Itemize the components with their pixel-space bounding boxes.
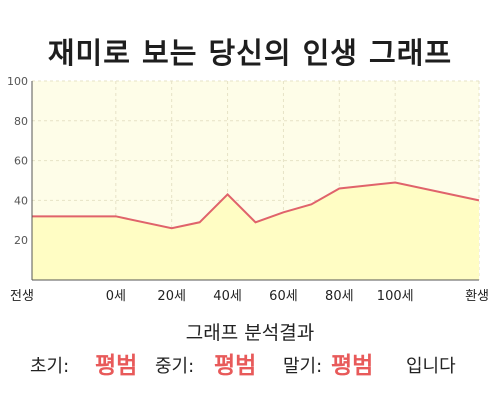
- result-summary: 초기: 평범 중기: 평범 말기: 평범 입니다: [0, 346, 500, 380]
- x-tick-label: 20세: [157, 289, 186, 304]
- mid-value: 평범: [214, 353, 257, 379]
- x-tick-label: 80세: [325, 289, 354, 304]
- x-tick-label: 환생: [465, 289, 489, 304]
- x-tick-label: 60세: [269, 289, 298, 304]
- x-tick-label: 0세: [106, 289, 126, 304]
- result-title: 그래프 분석결과: [185, 322, 315, 344]
- x-tick-label: 전생: [10, 289, 34, 304]
- page-title: 재미로 보는 당신의 인생 그래프: [47, 36, 453, 70]
- early-value: 평범: [95, 353, 138, 379]
- life-graph-chart: 20 40 60 80 100 전생 0세 20세 40세 60세 80세 100세 환생: [7, 75, 489, 304]
- x-tick-label: 100세: [377, 289, 414, 304]
- area-fill: [32, 182, 479, 280]
- series-line: [32, 181, 480, 230]
- y-tick-label: 20: [14, 234, 28, 247]
- late-label: 말기:: [283, 356, 323, 377]
- y-tick-label: 80: [14, 115, 28, 128]
- mid-label: 중기:: [155, 356, 195, 377]
- y-tick-label: 40: [14, 194, 28, 207]
- y-tick-label: 60: [14, 155, 28, 168]
- late-value: 평범: [331, 353, 374, 379]
- x-tick-label: 40세: [213, 289, 242, 304]
- early-label: 초기:: [30, 356, 70, 377]
- result-suffix: 입니다: [406, 356, 456, 377]
- y-tick-label: 100: [7, 75, 28, 88]
